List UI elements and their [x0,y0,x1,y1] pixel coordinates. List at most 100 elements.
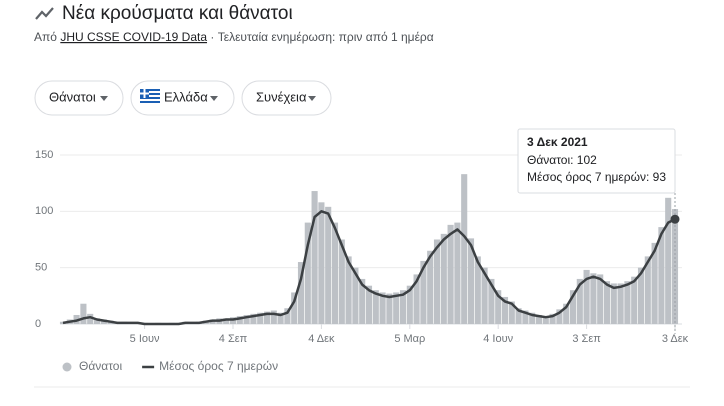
bar [590,273,597,324]
source-prefix: Από [34,30,57,44]
bar [243,314,250,324]
bar [433,239,441,324]
tooltip-title: 3 Δεκ 2021 [527,135,588,149]
bar [270,310,277,324]
trend-icon [35,7,54,20]
filter-button[interactable]: Συνέχεια [241,80,332,116]
bar [297,262,305,324]
bar [393,292,400,324]
bar [563,303,570,324]
bar [624,281,631,324]
filter-button[interactable]: Θάνατοι [34,80,124,116]
bar [359,278,366,324]
x-tick-label: 4 Ιουν [483,333,513,345]
bar [515,308,522,324]
filter-label: Θάνατοι [49,89,96,104]
flag-icon [140,89,160,105]
legend-label: Μέσος όρος 7 ημερών [159,359,278,373]
bar [481,267,488,324]
title: Νέα κρούσματα και θάνατοι [62,3,293,24]
bar [658,227,665,324]
bar [549,313,556,324]
bar [318,202,325,324]
x-tick-label: 4 Σεπ [219,333,248,345]
bar [474,256,481,324]
bar [440,233,447,324]
bar [311,191,318,324]
bar [535,314,543,324]
bar [501,296,509,324]
bar [386,293,393,324]
bar [597,274,604,324]
bar [617,283,624,324]
filter-label: Συνέχεια [256,89,307,104]
bar [556,309,563,324]
filter-button[interactable]: Ελλάδα [130,80,235,116]
x-tick-label: 3 Σεπ [572,333,601,345]
bar [542,316,549,324]
source-link[interactable]: JHU CSSE COVID-19 Data [60,30,207,44]
y-tick-label: 100 [35,205,53,217]
bar [447,224,454,324]
bar [284,308,291,324]
bar [488,278,495,324]
bar [80,303,87,324]
bar [345,256,352,324]
bar [529,312,536,324]
x-tick-label: 5 Μαρ [394,333,425,345]
bar [263,311,271,324]
bar [420,260,427,324]
bar [223,318,230,324]
bar [236,316,243,324]
bar [413,274,420,324]
bar [399,290,407,324]
bar [610,283,617,324]
bar [406,285,413,324]
bar [338,239,345,324]
bar [569,290,577,324]
bar [365,285,373,324]
tooltip-line: Μέσος όρος 7 ημερών: 93 [527,170,666,184]
x-tick-label: 5 Ιουν [130,333,160,345]
bar [631,276,638,324]
updated: · Τελευταία ενημέρωση: πριν από 1 ημέρα [210,30,433,44]
bar [495,290,502,324]
x-tick-label: 3 Δεκ [662,333,689,345]
filter-label: Ελλάδα [164,89,208,104]
bar [665,197,672,324]
plot: 0 50 100 150 5 Ιουν 4 Σεπ 4 Δεκ 5 Μαρ 4 Ιουν 3 Σε… [35,128,689,373]
bar [454,222,461,324]
bar [467,238,475,324]
bar [257,312,264,324]
bar [352,267,359,324]
tooltip-box [517,128,676,194]
bar [461,174,468,324]
x-tick-label: 4 Δεκ [308,333,335,345]
bar [277,312,284,324]
bar [250,313,257,324]
avg-line [62,210,676,326]
bar [576,278,583,324]
legend-swatch [62,362,72,372]
bar [291,292,298,324]
bar [583,269,590,324]
hover-dot [670,214,680,224]
bar [331,222,339,324]
y-tick-label: 150 [35,149,53,161]
y-tick-label: 50 [35,262,47,274]
bar [325,206,332,324]
bar [304,222,311,324]
source: Από JHU CSSE COVID-19 Data · Τελευταία ε… [34,30,434,44]
bar [427,250,434,324]
legend-label: Θάνατοι [79,359,122,373]
bar [508,301,515,324]
bar [87,313,94,324]
bar [637,267,645,324]
y-tick-label: 0 [35,318,41,330]
bar [651,242,658,324]
bar [379,292,386,324]
bar [372,290,379,324]
bar [603,281,611,324]
bar [93,318,101,324]
